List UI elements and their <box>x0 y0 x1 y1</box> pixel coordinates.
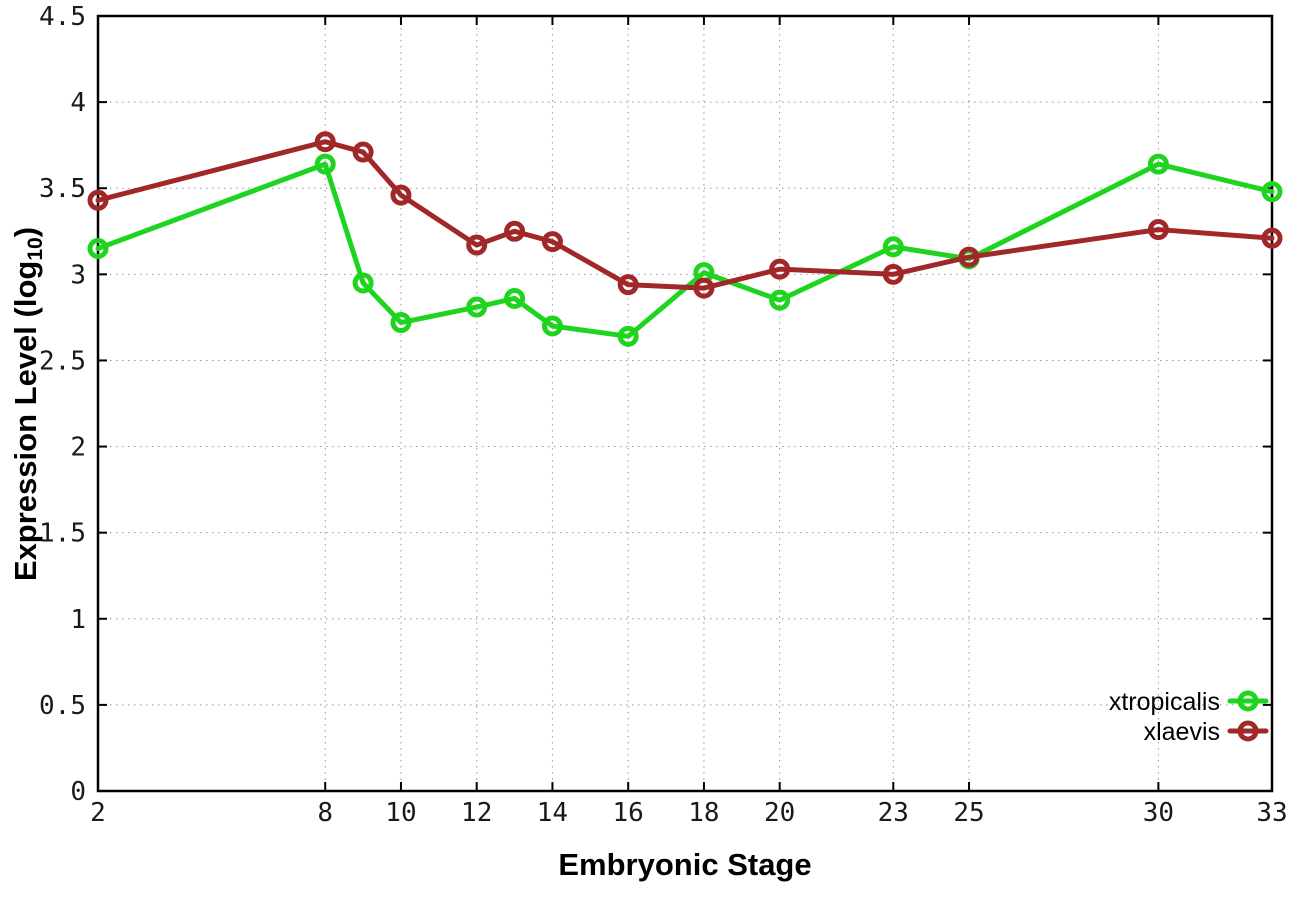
data-point-xtropicalis <box>352 272 374 294</box>
data-point-xlaevis <box>541 231 563 253</box>
y-tick-label: 0 <box>70 777 86 807</box>
x-tick-label: 16 <box>613 798 644 828</box>
legend-sample-marker-xtropicalis <box>1237 690 1259 712</box>
data-point-xlaevis <box>1147 219 1169 241</box>
y-tick-label: 2 <box>70 433 86 463</box>
data-point-xlaevis <box>617 274 639 296</box>
x-tick-label: 12 <box>461 798 492 828</box>
data-point-xtropicalis <box>617 325 639 347</box>
legend-sample-marker-xlaevis <box>1237 720 1259 742</box>
data-point-xtropicalis <box>541 315 563 337</box>
series-line-xlaevis <box>95 139 1275 291</box>
x-tick-label: 30 <box>1143 798 1174 828</box>
y-axis-title-close: ) <box>8 226 43 238</box>
x-axis-title: Embryonic Stage <box>558 847 812 882</box>
data-point-xtropicalis <box>314 153 336 175</box>
data-point-xtropicalis <box>504 287 526 309</box>
data-point-xlaevis <box>390 184 412 206</box>
y-tick-label: 1 <box>70 605 86 635</box>
data-point-xtropicalis <box>466 296 488 318</box>
y-tick-label: 3.5 <box>39 174 86 204</box>
y-tick-label: 2.5 <box>39 346 86 376</box>
data-point-xlaevis <box>882 263 904 285</box>
x-tick-label: 14 <box>537 798 568 828</box>
x-tick-label: 33 <box>1256 798 1287 828</box>
data-point-xtropicalis <box>87 238 109 259</box>
data-point-xlaevis <box>87 189 109 211</box>
y-tick-label: 4 <box>70 88 86 118</box>
x-tick-label: 2 <box>90 798 106 828</box>
legend-label-xtropicalis: xtropicalis <box>1109 688 1220 716</box>
data-point-xtropicalis <box>769 289 791 311</box>
x-tick-label: 10 <box>385 798 416 828</box>
data-point-xlaevis <box>958 246 980 268</box>
x-tick-label: 20 <box>764 798 795 828</box>
data-point-xtropicalis <box>882 236 904 258</box>
y-tick-label: 0.5 <box>39 691 86 721</box>
data-point-xlaevis <box>314 131 336 153</box>
data-point-xtropicalis <box>1147 153 1169 175</box>
x-tick-label: 8 <box>317 798 333 828</box>
data-point-xlaevis <box>769 258 791 280</box>
data-point-xtropicalis <box>390 312 412 334</box>
data-point-xlaevis <box>466 234 488 256</box>
x-tick-label: 25 <box>953 798 984 828</box>
y-tick-label: 4.5 <box>39 2 86 32</box>
data-point-xlaevis <box>1261 227 1283 249</box>
plot-border <box>96 14 1274 793</box>
data-point-xlaevis <box>693 277 715 299</box>
x-tick-label: 23 <box>878 798 909 828</box>
data-point-xtropicalis <box>1261 181 1283 203</box>
y-axis-title-subscript: 10 <box>23 237 47 261</box>
y-tick-label: 1.5 <box>39 519 86 549</box>
series-line-xtropicalis <box>95 161 1275 339</box>
data-point-xlaevis <box>504 220 526 242</box>
y-axis-title: Expression Level (log10) <box>6 154 47 654</box>
data-point-xlaevis <box>352 141 374 163</box>
legend-label-xlaevis: xlaevis <box>1144 718 1220 746</box>
x-tick-label: 18 <box>688 798 719 828</box>
y-tick-label: 3 <box>70 260 86 290</box>
y-axis-title-text: Expression Level (log <box>8 260 43 582</box>
